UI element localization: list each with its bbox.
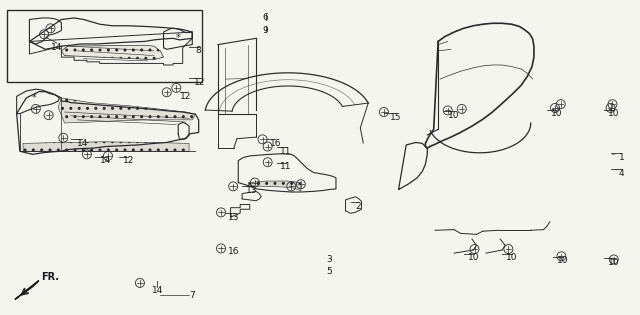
Text: 13: 13 — [246, 186, 257, 195]
Text: 1: 1 — [618, 153, 624, 162]
Polygon shape — [61, 45, 164, 60]
Text: FR.: FR. — [41, 272, 59, 282]
Text: 10: 10 — [449, 111, 460, 120]
Polygon shape — [248, 181, 301, 191]
Text: 8: 8 — [196, 46, 202, 55]
Text: 10: 10 — [467, 253, 479, 262]
Text: 12: 12 — [123, 156, 134, 165]
Polygon shape — [58, 98, 195, 123]
Text: 10: 10 — [557, 256, 568, 266]
Bar — [7, 10, 202, 82]
Text: 9: 9 — [263, 26, 269, 35]
Text: 10: 10 — [550, 109, 562, 118]
Text: 10: 10 — [506, 253, 517, 262]
Text: 6: 6 — [263, 14, 269, 22]
Text: 11: 11 — [280, 147, 291, 156]
Text: 14: 14 — [100, 156, 112, 165]
Text: 10: 10 — [608, 258, 620, 267]
Text: 3: 3 — [326, 255, 332, 264]
Text: 4: 4 — [619, 169, 624, 178]
Text: 12: 12 — [180, 92, 191, 101]
Text: 7: 7 — [189, 291, 195, 300]
Polygon shape — [15, 281, 39, 300]
Text: 2: 2 — [355, 202, 361, 211]
Text: 12: 12 — [195, 78, 205, 87]
Polygon shape — [23, 142, 189, 151]
Text: 15: 15 — [390, 113, 401, 122]
Text: 10: 10 — [608, 109, 620, 118]
Text: 5: 5 — [326, 267, 332, 277]
Text: 16: 16 — [228, 247, 239, 256]
Text: *: * — [32, 93, 37, 103]
Text: 14: 14 — [77, 139, 88, 148]
Text: 13: 13 — [228, 213, 239, 221]
Text: 16: 16 — [269, 139, 281, 148]
Text: *: * — [176, 33, 180, 43]
Text: 14: 14 — [152, 286, 163, 295]
Text: 11: 11 — [280, 163, 291, 171]
Text: 14: 14 — [51, 43, 63, 52]
